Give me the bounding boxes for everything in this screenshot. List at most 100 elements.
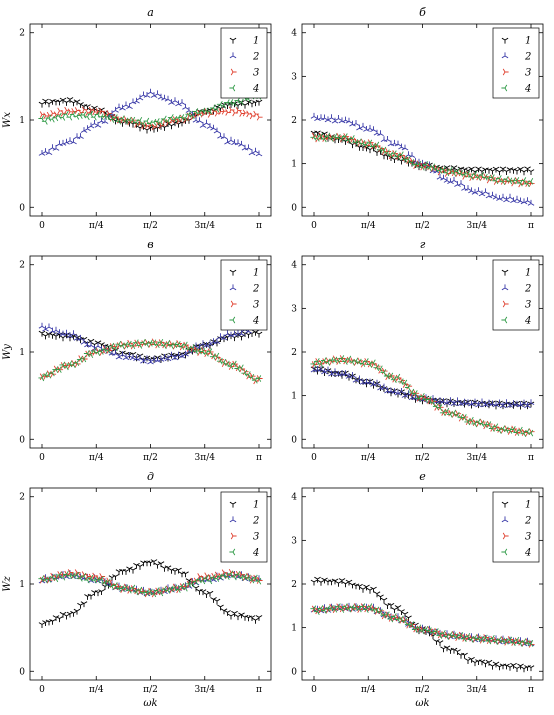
data-point <box>213 127 221 134</box>
data-point <box>175 121 182 128</box>
data-point <box>182 103 189 110</box>
data-point <box>245 615 252 622</box>
data-point <box>49 619 56 625</box>
data-point <box>70 330 77 336</box>
data-point <box>63 100 70 106</box>
data-point <box>80 127 88 133</box>
series-4 <box>38 570 262 598</box>
data-point <box>310 579 318 586</box>
legend-marker <box>501 316 508 324</box>
data-point <box>224 330 231 337</box>
data-point <box>447 397 454 403</box>
data-point <box>370 126 377 132</box>
y-tick-label: 0 <box>19 435 25 445</box>
y-tick-label: 0 <box>291 667 297 677</box>
data-point <box>206 108 213 115</box>
data-point <box>157 561 165 568</box>
data-point <box>520 169 528 176</box>
data-point <box>227 570 234 578</box>
data-point <box>70 100 77 107</box>
data-point <box>376 365 383 373</box>
data-point <box>373 141 380 149</box>
legend-label: 2 <box>524 516 531 527</box>
data-point <box>450 176 458 183</box>
data-point <box>251 574 258 582</box>
data-point <box>223 360 230 368</box>
data-point <box>256 113 263 121</box>
data-point <box>527 399 535 405</box>
data-point <box>49 332 56 339</box>
legend-box <box>220 491 268 563</box>
data-point <box>356 375 363 382</box>
data-point <box>73 571 80 579</box>
data-point <box>234 614 242 621</box>
data-point <box>147 358 154 365</box>
data-point <box>42 98 49 105</box>
y-axis-label: Wy <box>2 344 13 360</box>
legend-marker <box>229 501 237 508</box>
data-point <box>168 99 175 105</box>
data-point <box>157 589 164 597</box>
data-point <box>76 574 83 582</box>
data-point <box>164 355 172 362</box>
data-point <box>129 567 137 574</box>
data-point <box>161 125 168 131</box>
data-point <box>42 325 49 332</box>
data-point <box>387 372 394 380</box>
x-tick-label: π <box>256 221 262 231</box>
panel-5: д Wz 0 1 2 0 π/4 π/2 3π/4 π ωk 1 2 3 4 <box>2 470 272 709</box>
data-point <box>377 594 384 601</box>
data-point <box>182 571 189 578</box>
data-point <box>133 97 140 104</box>
data-point <box>164 565 172 572</box>
data-point <box>213 598 221 605</box>
data-point <box>122 101 130 108</box>
y-tick-label: 1 <box>291 160 297 170</box>
y-tick-label: 3 <box>291 72 297 82</box>
data-point <box>352 583 360 590</box>
data-point <box>369 359 376 367</box>
data-point <box>324 366 332 373</box>
x-tick-label: π/2 <box>415 221 430 231</box>
data-point <box>527 177 534 185</box>
data-point <box>38 622 46 628</box>
legend-label: 1 <box>525 36 531 47</box>
data-point <box>206 348 213 356</box>
data-point <box>342 581 349 588</box>
data-point <box>425 396 432 403</box>
data-point <box>328 579 335 586</box>
legend-marker <box>230 68 237 76</box>
data-point <box>181 114 188 122</box>
data-point <box>80 355 87 363</box>
data-point <box>59 114 66 121</box>
data-point <box>56 99 63 106</box>
data-point <box>454 181 461 187</box>
data-point <box>506 193 514 200</box>
x-tick-label: π/2 <box>143 453 158 463</box>
data-point <box>196 588 203 595</box>
data-point <box>45 575 52 583</box>
data-point <box>178 99 186 105</box>
legend-marker <box>229 52 237 59</box>
data-point <box>517 401 524 408</box>
data-point <box>220 572 227 579</box>
data-point <box>352 120 360 126</box>
legend-marker <box>229 548 236 556</box>
y-tick-label: 4 <box>291 261 297 271</box>
data-point <box>338 578 346 584</box>
y-tick-label: 1 <box>19 348 25 358</box>
data-point <box>310 133 317 141</box>
data-point <box>171 568 179 575</box>
legend-label: 4 <box>524 548 531 559</box>
data-point <box>213 352 220 360</box>
legend-box <box>220 27 268 99</box>
legend-box <box>492 491 540 563</box>
data-point <box>136 354 144 361</box>
data-point <box>356 583 363 590</box>
data-point <box>115 569 123 576</box>
data-point <box>52 145 60 151</box>
legend-marker <box>502 68 509 76</box>
y-axis-label: Wz <box>2 575 13 591</box>
legend-label: 4 <box>252 316 259 327</box>
data-point <box>147 560 154 567</box>
